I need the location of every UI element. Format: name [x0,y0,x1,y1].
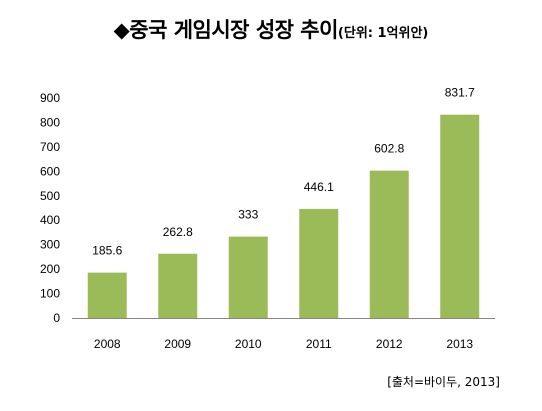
data-label-2009: 262.8 [163,225,193,239]
data-label-2008: 185.6 [92,244,122,258]
bar-2008 [87,272,127,318]
y-tick-label: 200 [40,262,60,276]
bar-2013 [440,114,480,318]
y-tick-label: 300 [40,238,60,252]
data-label-2013: 831.7 [445,86,475,100]
x-tick-label-2013: 2013 [446,337,473,351]
y-tick-label: 400 [40,213,60,227]
bar-2009 [158,253,198,318]
unit-note: (단위: 1억위안) [337,26,429,41]
x-axis-ticks: 2008 2009 2010 2011 2012 2013 [94,337,474,351]
y-tick-label: 600 [40,164,60,178]
y-tick-label: 800 [40,115,60,129]
data-labels: 185.6 262.8 333 446.1 602.8 831.7 [92,86,475,258]
y-tick-label: 700 [40,140,60,154]
x-tick-label-2008: 2008 [94,337,121,351]
y-tick-label: 500 [40,189,60,203]
chart-title-main: ◆중국 게임시장 성장 추이 [113,18,339,42]
y-axis-ticks: 0 100 200 300 400 500 600 700 800 900 [40,91,60,325]
x-tick-label-2012: 2012 [376,337,403,351]
bar-2011 [299,208,339,318]
bar-2010 [228,236,268,318]
y-tick-label: 900 [40,91,60,105]
data-label-2011: 446.1 [304,180,334,194]
y-tick-label: 0 [53,311,60,325]
x-tick-label-2011: 2011 [306,337,332,351]
y-tick-label: 100 [40,287,60,301]
source-note: [출처=바이두, 2013] [387,375,500,389]
bars [87,114,480,318]
x-tick-label-2010: 2010 [235,337,262,351]
data-label-2012: 602.8 [374,142,404,156]
bar-2012 [369,170,409,318]
x-tick-label-2009: 2009 [164,337,191,351]
chart-title: ◆중국 게임시장 성장 추이(단위: 1억위안) [0,14,542,44]
data-label-2010: 333 [238,208,258,222]
